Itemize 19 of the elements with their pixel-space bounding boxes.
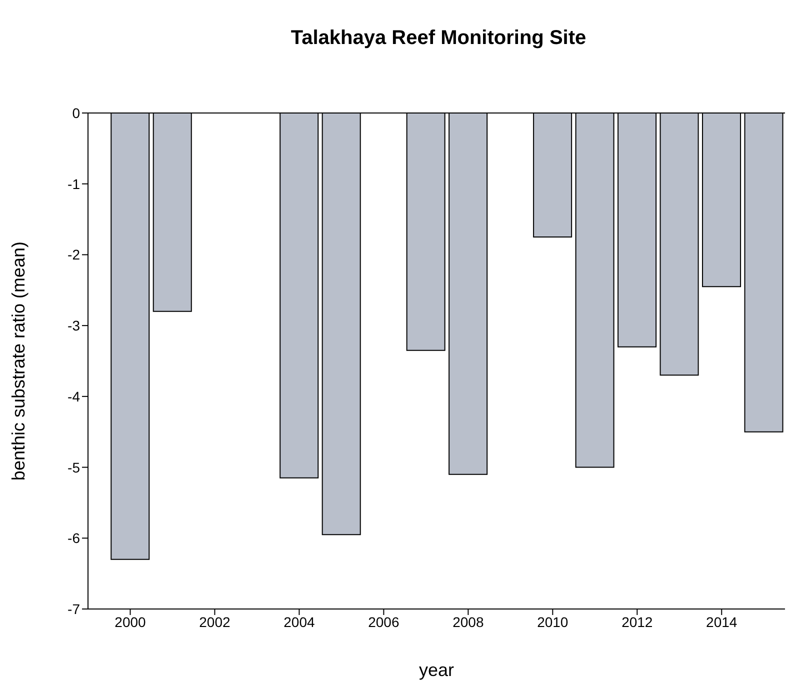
x-tick-label: 2002 (199, 614, 231, 630)
x-tick-label: 2004 (284, 614, 315, 630)
y-tick-label: 0 (72, 104, 80, 121)
y-tick-label: -7 (68, 600, 80, 617)
y-tick-label: -5 (68, 459, 80, 476)
y-tick-label: -4 (68, 388, 80, 404)
x-tick-label: 2010 (537, 614, 568, 630)
x-tick-label: 2000 (114, 614, 146, 630)
x-tick-label: 2014 (706, 614, 738, 630)
chart-title: Talakhaya Reef Monitoring Site (290, 26, 588, 51)
x-axis-title: year (418, 660, 454, 680)
y-tick-label: -2 (68, 246, 80, 263)
y-axis-title: benthic substrate ratio (mean) (8, 241, 28, 481)
y-tick-label: -3 (68, 318, 80, 334)
x-tick-label: 2008 (452, 614, 484, 630)
x-tick-label: 2012 (622, 614, 653, 630)
x-tick-label: 2006 (368, 614, 400, 630)
y-tick-label: -6 (68, 530, 80, 546)
y-tick-label: -1 (68, 176, 80, 192)
